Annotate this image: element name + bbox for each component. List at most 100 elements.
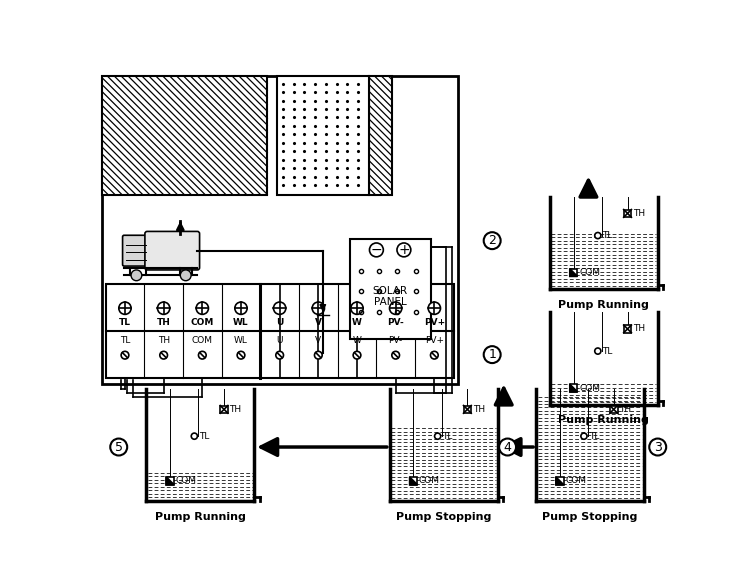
Circle shape bbox=[370, 243, 383, 257]
Bar bbox=[570, 384, 578, 392]
Text: 3: 3 bbox=[654, 440, 662, 454]
Circle shape bbox=[121, 352, 129, 359]
Text: WL: WL bbox=[233, 318, 249, 327]
Polygon shape bbox=[570, 384, 578, 392]
FancyBboxPatch shape bbox=[145, 231, 200, 270]
Circle shape bbox=[237, 352, 244, 359]
Text: SOLAR: SOLAR bbox=[373, 286, 408, 296]
Text: PANEL: PANEL bbox=[374, 297, 406, 307]
Circle shape bbox=[180, 270, 191, 281]
Text: COM: COM bbox=[176, 476, 196, 485]
Text: WL: WL bbox=[234, 336, 248, 345]
Polygon shape bbox=[166, 477, 174, 485]
Text: Pump Running: Pump Running bbox=[559, 300, 650, 310]
Text: TH: TH bbox=[633, 324, 645, 333]
Text: TL: TL bbox=[602, 231, 613, 240]
Text: +: + bbox=[398, 243, 410, 257]
Text: U: U bbox=[277, 336, 283, 345]
Text: 2: 2 bbox=[488, 234, 496, 247]
Circle shape bbox=[389, 302, 402, 314]
Bar bbox=[556, 477, 564, 485]
Text: TH: TH bbox=[230, 405, 242, 414]
Circle shape bbox=[110, 439, 128, 456]
Circle shape bbox=[499, 439, 516, 456]
Circle shape bbox=[650, 439, 666, 456]
Text: COM: COM bbox=[579, 383, 600, 393]
Bar bbox=[369, 76, 392, 195]
Circle shape bbox=[199, 352, 206, 359]
Text: COM: COM bbox=[190, 318, 214, 327]
Text: TL: TL bbox=[199, 432, 209, 440]
Circle shape bbox=[434, 433, 441, 439]
Text: 1: 1 bbox=[488, 348, 496, 361]
Circle shape bbox=[274, 302, 286, 314]
Circle shape bbox=[118, 302, 131, 314]
Text: COM: COM bbox=[419, 476, 440, 485]
Text: W: W bbox=[352, 318, 362, 327]
Text: COM: COM bbox=[566, 476, 586, 485]
Polygon shape bbox=[556, 477, 564, 485]
Bar bbox=[102, 76, 267, 195]
Text: −: − bbox=[370, 243, 382, 257]
Circle shape bbox=[160, 352, 167, 359]
Text: Pump Running: Pump Running bbox=[155, 512, 246, 522]
Text: TL: TL bbox=[120, 336, 130, 345]
Text: TH: TH bbox=[157, 318, 170, 327]
Circle shape bbox=[595, 232, 601, 239]
Bar bbox=[464, 406, 471, 413]
Text: Pump Stopping: Pump Stopping bbox=[396, 512, 491, 522]
Circle shape bbox=[397, 243, 411, 257]
Text: Pump Stopping: Pump Stopping bbox=[542, 512, 638, 522]
Text: TL: TL bbox=[589, 432, 599, 440]
Bar bbox=[350, 239, 430, 339]
Circle shape bbox=[276, 352, 284, 359]
Bar bbox=[166, 477, 174, 485]
Polygon shape bbox=[410, 477, 417, 485]
Circle shape bbox=[312, 302, 325, 314]
Polygon shape bbox=[570, 268, 578, 277]
Bar bbox=[410, 477, 417, 485]
Text: PV+: PV+ bbox=[424, 318, 445, 327]
Text: TH: TH bbox=[158, 336, 170, 345]
Text: PV+: PV+ bbox=[424, 336, 444, 345]
Text: TH: TH bbox=[619, 405, 632, 414]
Bar bbox=[102, 76, 458, 384]
Text: W: W bbox=[352, 336, 362, 345]
Bar bbox=[106, 284, 454, 378]
Text: U: U bbox=[276, 318, 284, 327]
Bar bbox=[610, 406, 617, 413]
Circle shape bbox=[484, 232, 501, 249]
Text: V: V bbox=[315, 318, 322, 327]
Circle shape bbox=[428, 302, 440, 314]
Circle shape bbox=[392, 352, 400, 359]
Text: COM: COM bbox=[579, 268, 600, 277]
Circle shape bbox=[235, 302, 248, 314]
Circle shape bbox=[353, 352, 361, 359]
Circle shape bbox=[158, 302, 170, 314]
Circle shape bbox=[131, 270, 142, 281]
Circle shape bbox=[595, 348, 601, 354]
FancyBboxPatch shape bbox=[122, 235, 148, 266]
Text: TH: TH bbox=[472, 405, 485, 414]
Text: TH: TH bbox=[633, 209, 645, 218]
Circle shape bbox=[430, 352, 438, 359]
Circle shape bbox=[196, 302, 208, 314]
Text: COM: COM bbox=[192, 336, 213, 345]
Circle shape bbox=[484, 346, 501, 363]
Bar bbox=[624, 210, 632, 217]
Bar bbox=[277, 76, 369, 195]
Text: 5: 5 bbox=[115, 440, 123, 454]
Text: TL: TL bbox=[119, 318, 131, 327]
Bar bbox=[624, 325, 632, 333]
Text: 4: 4 bbox=[504, 440, 512, 454]
Text: Pump Running: Pump Running bbox=[559, 415, 650, 425]
Circle shape bbox=[314, 352, 322, 359]
Text: V: V bbox=[315, 336, 322, 345]
Bar bbox=[220, 406, 228, 413]
Text: TL: TL bbox=[442, 432, 453, 440]
Circle shape bbox=[351, 302, 363, 314]
Text: PV-: PV- bbox=[387, 318, 404, 327]
Text: TL: TL bbox=[602, 347, 613, 356]
Bar bbox=[570, 268, 578, 277]
Text: PV-: PV- bbox=[388, 336, 403, 345]
